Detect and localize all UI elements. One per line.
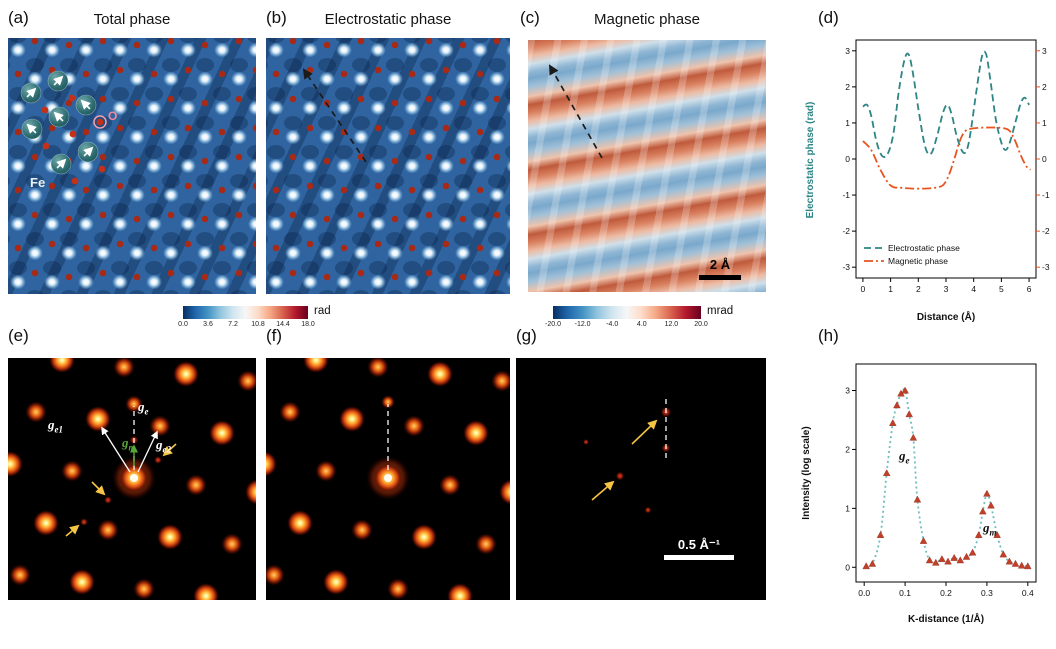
svg-text:Magnetic phase: Magnetic phase [888,256,948,266]
colorbar-ticks: -20.0 -12.0 -4.0 4.0 12.0 20.0 [545,321,708,328]
svg-text:-2: -2 [842,226,850,236]
g-e2-vector-label: ge2 [156,438,171,455]
chart-h-xlabel: K-distance (1/Å) [907,614,985,625]
svg-text:1: 1 [1042,118,1047,128]
panel-b-title: Electrostatic phase [324,11,452,28]
panel-g-letter: (g) [516,326,537,345]
svg-text:-3: -3 [842,262,850,272]
chart-d-ylabel: Electrostatic phase (rad) [805,101,816,219]
electrostatic-phase-image [266,38,510,294]
svg-text:0.2: 0.2 [940,588,952,598]
colorbar-mrad: mrad -20.0 -12.0 -4.0 4.0 12.0 20.0 [545,305,733,329]
scalebar-label: 0.5 Å⁻¹ [677,537,721,552]
g-base: g [899,448,906,463]
total-phase-image: Fe O [8,38,256,294]
svg-text:0.0: 0.0 [858,588,870,598]
svg-text:3: 3 [944,284,949,294]
colorbar-gradient [553,306,701,319]
svg-text:5: 5 [999,284,1004,294]
diffraction-pattern-graphic [266,358,510,600]
profile-direction-arrow-icon [302,68,367,163]
colorbar-ticks: 0.0 3.6 7.2 10.8 14.4 18.0 [178,321,315,328]
g-base: g [122,435,129,450]
profile-direction-arrow-icon [548,64,603,159]
scalebar-line [699,275,741,281]
g-sub: m [128,442,136,453]
svg-text:6: 6 [1027,284,1032,294]
colorbar-gradient [183,306,308,319]
svg-text:2: 2 [845,82,850,92]
magnetic-phase-image [528,40,766,292]
colorbar-unit: mrad [707,305,734,317]
o-atom-label: O [108,109,118,123]
svg-text:-3: -3 [1042,262,1050,272]
svg-text:Electrostatic phase: Electrostatic phase [888,243,960,253]
panel-c-title: Magnetic phase [594,11,700,28]
svg-text:0.1: 0.1 [899,588,911,598]
atomic-lattice-graphic [8,38,256,294]
scalebar-2-angstrom: 2 Å [694,257,746,281]
svg-text:1: 1 [888,284,893,294]
panel-f-letter: (f) [266,326,283,345]
total-fft-image [8,358,256,600]
electrostatic-fft-image [266,358,510,600]
svg-text:3: 3 [845,386,850,396]
colorbar-rad: rad 0.0 3.6 7.2 10.8 14.4 18.0 [178,305,330,329]
svg-text:2: 2 [845,444,850,454]
svg-text:-1: -1 [842,190,850,200]
svg-text:0: 0 [861,284,866,294]
svg-text:4: 4 [971,284,976,294]
g-e1-vector-label: ge1 [48,418,63,435]
svg-text:0: 0 [1042,154,1047,164]
panel-h-letter: (h) [818,326,839,345]
panel-d-letter: (d) [818,8,839,27]
spin-structure-overlay [20,70,107,185]
atomic-lattice-graphic [266,38,510,294]
svg-text:3: 3 [845,46,850,56]
scalebar-line [664,555,734,561]
g-sub: e2 [162,444,172,455]
phase-profile-chart: 0 1 2 3 4 5 6 3 2 1 0 -1 -2 -3 3 2 1 0 -1 -2 -3 Electrostatic… [842,39,1050,294]
panel-b-letter: (b) [266,8,287,27]
g-base: g [156,437,163,452]
fft-intensity-chart: 0.0 0.1 0.2 0.3 0.4 0 1 2 3 [845,363,1037,598]
svg-text:0: 0 [845,154,850,164]
svg-text:0.3: 0.3 [981,588,993,598]
svg-text:1: 1 [845,118,850,128]
magnetic-fft-image [516,358,766,600]
panel-a-title: Total phase [93,11,171,28]
g-base: g [48,417,55,432]
scalebar-label: 2 Å [709,257,731,272]
svg-text:0: 0 [845,562,850,572]
diffraction-pattern-graphic [516,358,766,600]
g-sub: e1 [54,424,64,435]
g-e-peak-label: ge [899,449,910,466]
colorbar-unit: rad [314,305,331,317]
chart-h-ylabel: Intensity (log scale) [801,426,812,520]
g-sub: m [989,527,997,538]
g-m-vector-label: gm [122,436,136,453]
svg-text:2: 2 [916,284,921,294]
svg-text:3: 3 [1042,46,1047,56]
diffraction-pattern-graphic [8,358,256,600]
scalebar-half-inverse-angstrom: 0.5 Å⁻¹ [656,537,742,561]
g-e-vector-label: ge [138,400,149,417]
g-m-peak-label: gm [983,521,997,538]
svg-text:-1: -1 [1042,190,1050,200]
panel-c-letter: (c) [520,8,540,27]
g-base: g [138,399,145,414]
svg-text:1: 1 [845,503,850,513]
svg-text:2: 2 [1042,82,1047,92]
g-sub: e [144,406,149,417]
chart-d-xlabel: Distance (Å) [916,312,976,323]
g-base: g [983,520,990,535]
svg-text:-2: -2 [1042,226,1050,236]
svg-text:0.4: 0.4 [1022,588,1034,598]
panel-e-letter: (e) [8,326,29,345]
panel-a-letter: (a) [8,8,29,27]
g-sub: e [905,455,910,466]
fe-atom-label: Fe [30,175,46,190]
